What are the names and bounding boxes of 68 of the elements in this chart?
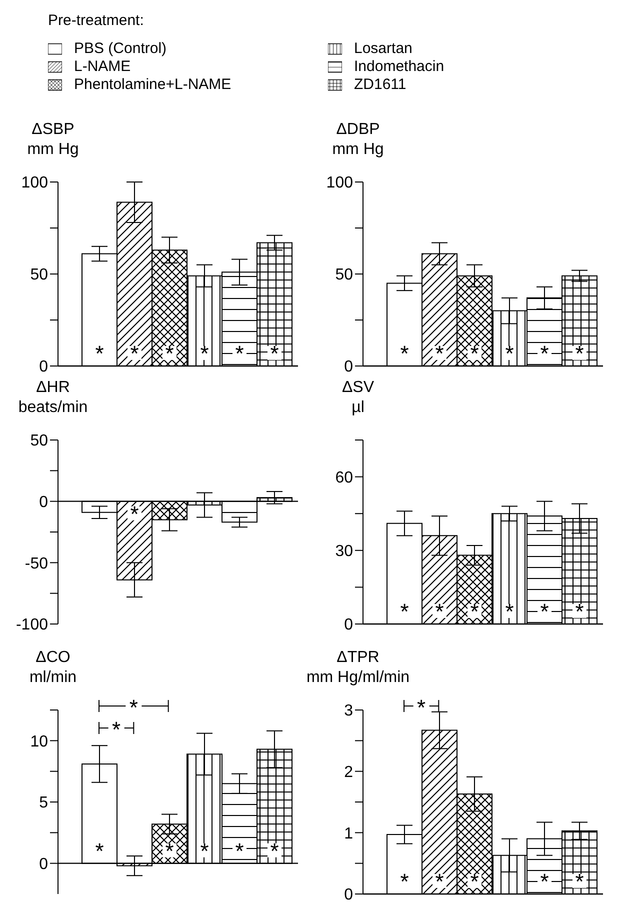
data-label: * <box>505 341 514 366</box>
legend-label: ZD1611 <box>354 76 406 93</box>
data-label: * <box>575 341 584 366</box>
data-label: * <box>505 599 514 624</box>
chart-title: ΔSBP <box>30 120 76 140</box>
data-label: * <box>200 838 210 864</box>
y-tick-label: -50 <box>24 555 48 572</box>
chart-title: ΔHR <box>35 378 71 398</box>
legend-label: Losartan <box>354 40 412 57</box>
y-tick-label: 50 <box>30 432 48 450</box>
y-axis-title: beats/min <box>17 398 89 418</box>
data-label: * <box>470 869 480 894</box>
y-tick-label: 2 <box>344 764 354 782</box>
y-axis-title: mm Hg <box>26 140 80 160</box>
y-axis-title: mm Hg <box>331 140 385 160</box>
data-label: * <box>95 341 104 366</box>
data-label: * <box>435 341 444 366</box>
legend-label: L-NAME <box>74 58 131 75</box>
y-tick-label: 0 <box>344 358 354 376</box>
legend-title: Pre-treatment: <box>48 12 145 29</box>
data-label: * <box>270 341 280 366</box>
y-tick-label: 100 <box>326 174 354 192</box>
data-label: * <box>470 341 480 366</box>
data-label: * <box>540 869 550 894</box>
data-label: * <box>575 869 584 894</box>
data-label: * <box>165 838 174 864</box>
legend-label: PBS (Control) <box>74 40 167 57</box>
data-label: * <box>130 341 140 366</box>
data-label: * <box>130 501 140 526</box>
data-label: * <box>540 341 550 366</box>
chart-title: ΔTPR <box>336 648 380 668</box>
data-label: * <box>270 838 280 864</box>
y-axis-title: µl <box>350 398 366 418</box>
data-label: * <box>235 838 244 864</box>
y-tick-label: 0 <box>39 494 48 512</box>
annotation: * <box>435 869 444 894</box>
y-tick-label: 0 <box>344 616 354 634</box>
y-tick-label: 30 <box>335 543 354 560</box>
data-label: * <box>400 341 410 366</box>
y-tick-label: -100 <box>16 616 48 634</box>
data-label: * <box>435 599 444 624</box>
y-tick-label: 50 <box>335 266 354 284</box>
chart-title: ΔDBP <box>335 120 381 140</box>
y-tick-label: 5 <box>39 794 48 812</box>
chart-title: ΔCO <box>34 648 72 668</box>
legend-label: Phentolamine+L-NAME <box>74 76 232 93</box>
legend-label: Indomethacin <box>354 58 444 75</box>
y-tick-label: 0 <box>344 886 354 904</box>
chart-title: ΔSV <box>340 378 376 398</box>
data-label: * <box>95 838 104 864</box>
data-label: * <box>470 599 480 624</box>
y-tick-label: 1 <box>344 825 354 842</box>
data-label: * <box>400 599 410 624</box>
y-tick-label: 3 <box>344 702 354 720</box>
y-tick-label: 0 <box>39 856 48 874</box>
data-label: * <box>165 341 174 366</box>
y-tick-label: 50 <box>30 266 48 284</box>
y-tick-label: 0 <box>39 358 48 376</box>
data-label: * <box>575 599 584 624</box>
y-tick-label: 100 <box>21 174 48 192</box>
data-label: * <box>200 341 210 366</box>
data-label: * <box>400 869 410 894</box>
y-tick-label: 60 <box>335 469 354 486</box>
y-axis-title: ml/min <box>28 668 78 688</box>
y-tick-label: 10 <box>30 733 48 750</box>
data-label: * <box>540 599 550 624</box>
data-label: * <box>235 341 244 366</box>
y-axis-title: mm Hg/ml/min <box>305 668 411 688</box>
